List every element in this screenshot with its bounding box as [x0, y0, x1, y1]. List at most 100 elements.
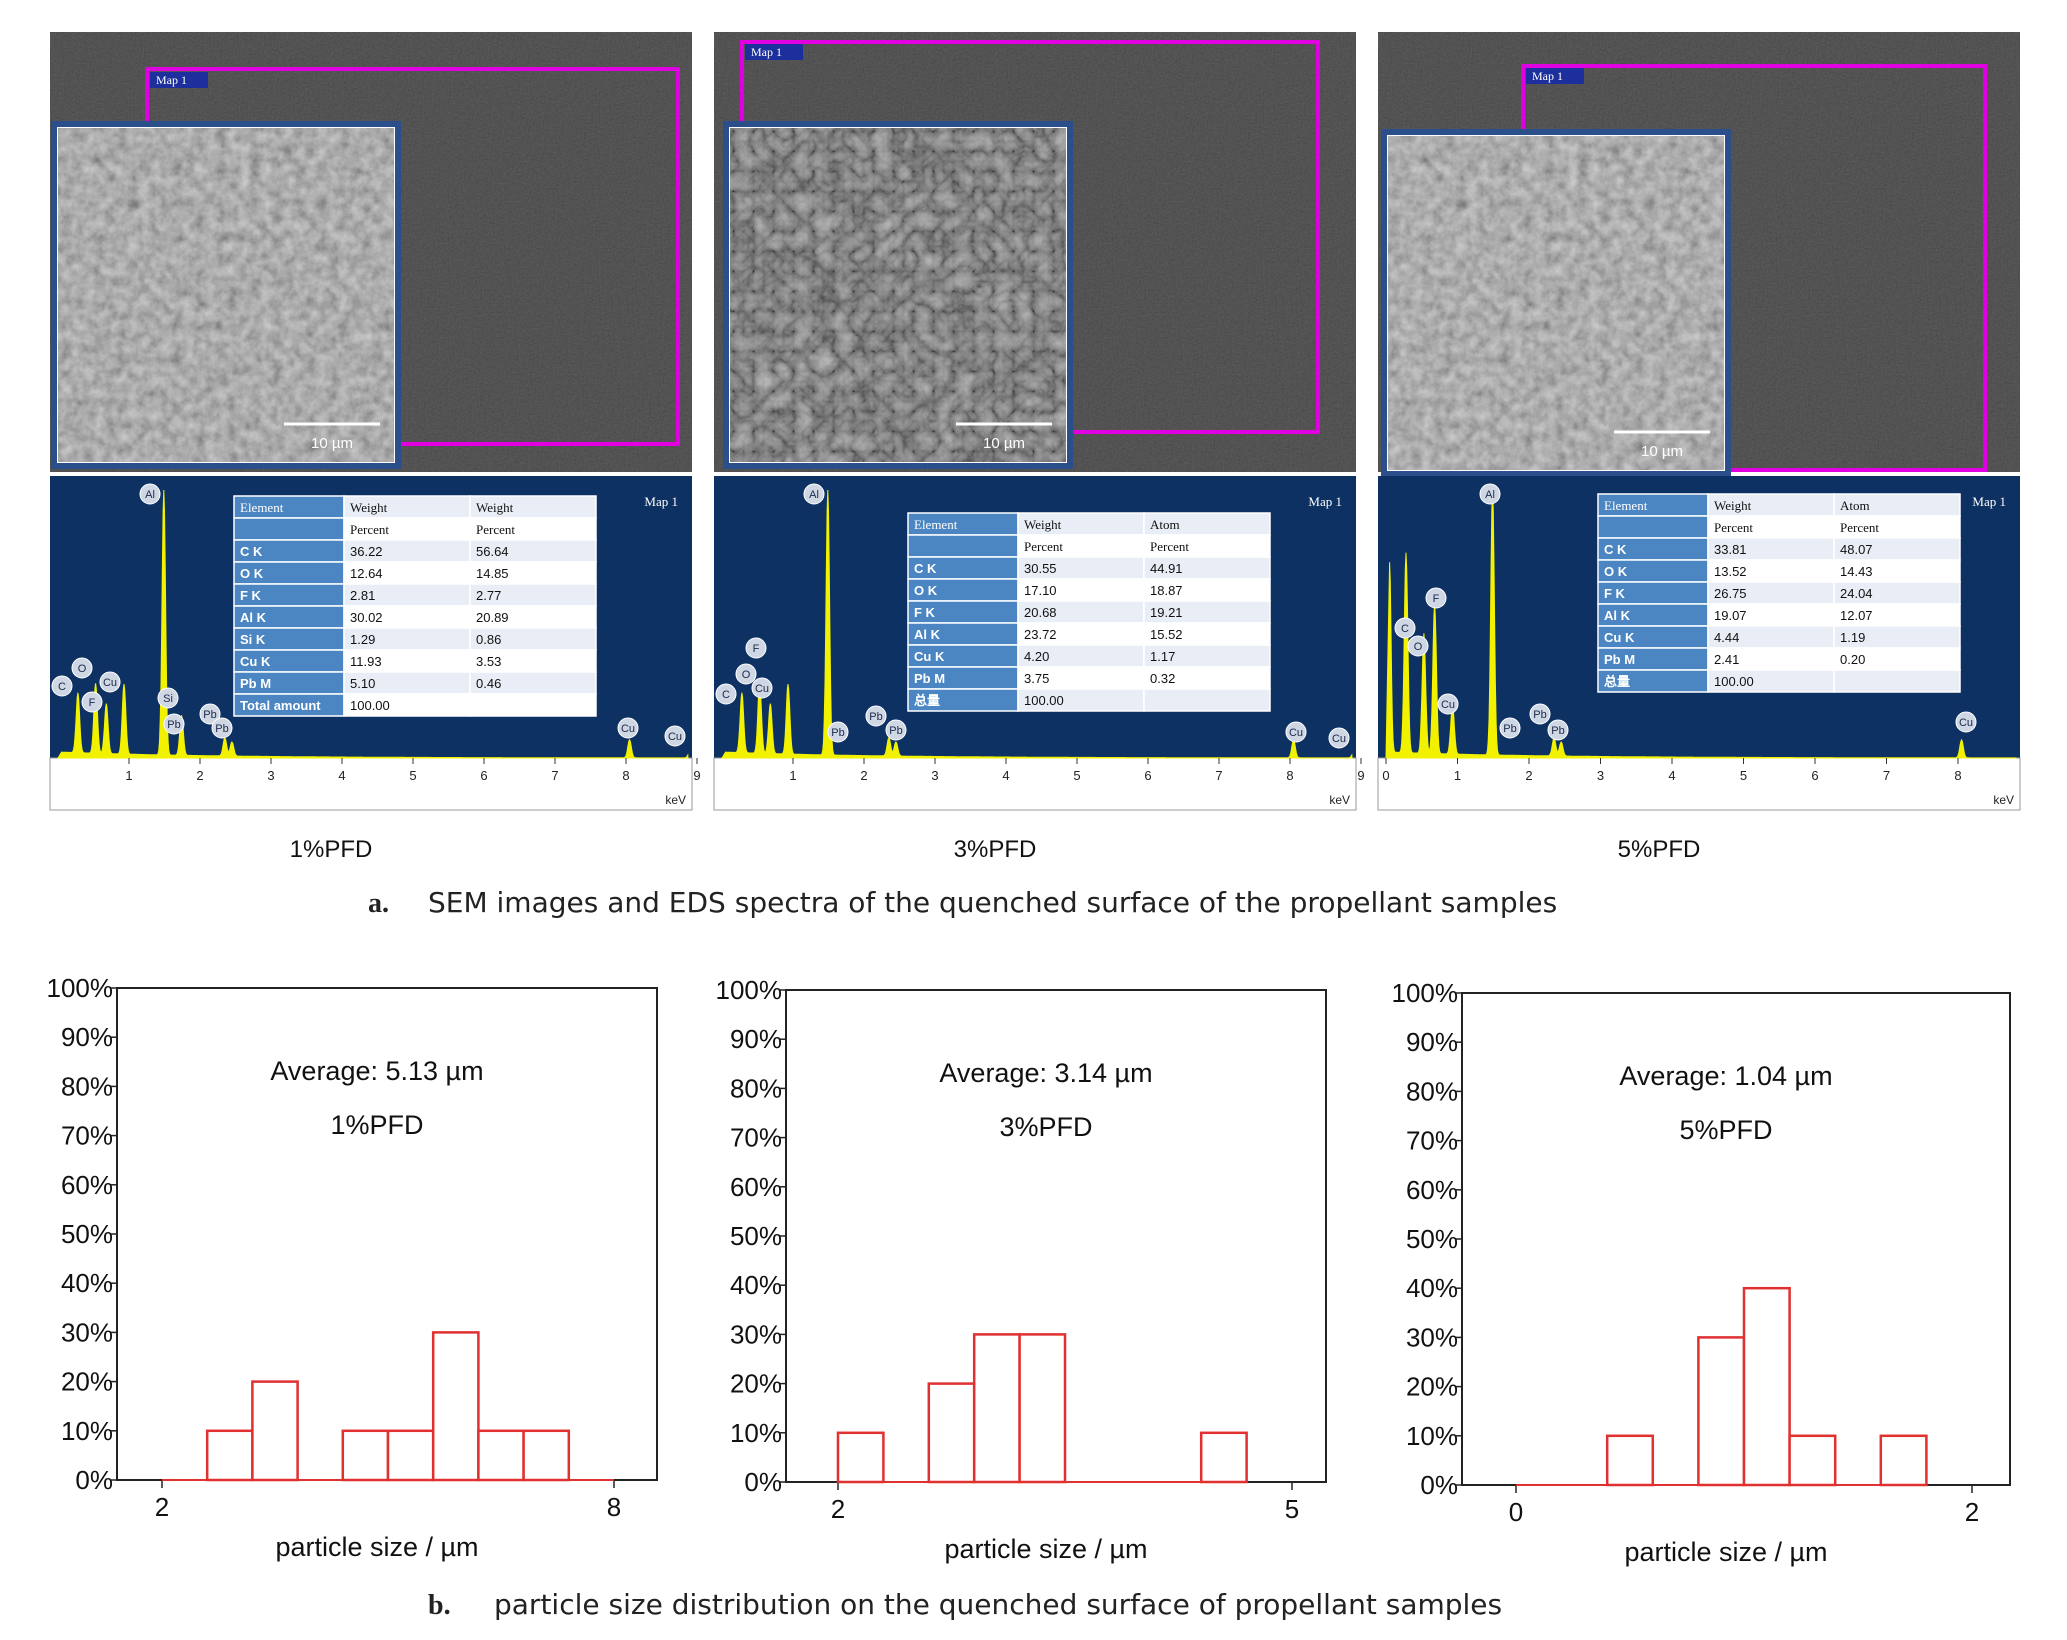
- peak-label-marker: [751, 677, 773, 699]
- histogram-frame: [116, 987, 658, 1481]
- table-cell-text: Si K: [240, 632, 266, 647]
- table-cell-text: 14.85: [476, 566, 509, 581]
- table-cell-text: 2.81: [350, 588, 375, 603]
- peak-label: F: [1425, 587, 1447, 609]
- peak-label-text: F: [89, 697, 96, 709]
- eds-tick-label: 2: [1525, 768, 1532, 783]
- eds-axis-unit: keV: [1329, 793, 1350, 807]
- peak-label-marker: [885, 719, 907, 741]
- peak-label-marker: [664, 725, 686, 747]
- caption-b-letter: b.: [428, 1590, 451, 1621]
- peak-label-marker: [51, 675, 73, 697]
- x-tick-label: 5: [1285, 1494, 1299, 1524]
- table-cell-text: Percent: [1024, 539, 1063, 554]
- table-cell-text: 48.07: [1840, 542, 1873, 557]
- peak-label-marker: [211, 717, 233, 739]
- eds-spectrum-3: Al CO F Cu Pb Pb Pb Cu 0 1 2 3 4 5 6 7 8 keV Map 1 Element W…: [1377, 476, 2021, 811]
- peak-label-text: O: [742, 669, 751, 681]
- y-tick-label: 30%: [730, 1319, 782, 1349]
- panel-label: 3%PFD: [954, 836, 1037, 863]
- peak-label: Si: [157, 687, 179, 709]
- table-cell-text: 11.93: [350, 654, 382, 669]
- inset-micrograph: [730, 128, 1066, 462]
- y-tick-label: 10%: [1406, 1421, 1458, 1451]
- table-cell-text: 44.91: [1150, 561, 1183, 576]
- eds-tick-label: 4: [338, 768, 345, 783]
- peak-label-marker: [71, 657, 93, 679]
- table-cell-text: 1.19: [1840, 630, 1865, 645]
- y-tick-label: 30%: [61, 1317, 113, 1347]
- peak-label-marker: [163, 713, 185, 735]
- table-cell-text: 总量: [1604, 674, 1630, 689]
- table-cell-text: O K: [914, 583, 938, 598]
- eds-tick-label: 5: [1740, 768, 1747, 783]
- histogram-bar: [927, 1382, 976, 1484]
- peak-label-marker: [199, 703, 221, 725]
- eds-tick-label: 8: [1954, 768, 1961, 783]
- y-tick-label: 80%: [61, 1071, 113, 1101]
- table-cell-text: 30.55: [1024, 561, 1057, 576]
- table-cell-text: Weight: [1024, 517, 1062, 532]
- table-cell-text: Cu K: [914, 649, 945, 664]
- caption-b: b. particle size distribution on the quen…: [428, 1588, 1502, 1621]
- peak-label: Cu: [1955, 711, 1977, 733]
- eds-tick-label: 3: [267, 768, 274, 783]
- table-cell-text: 100.00: [1024, 693, 1064, 708]
- table-cell-text: 15.52: [1150, 627, 1183, 642]
- table-cell-text: 20.68: [1024, 605, 1057, 620]
- map-label-bg: [150, 72, 208, 88]
- y-tick-label: 10%: [730, 1418, 782, 1448]
- peak-label: O: [735, 663, 757, 685]
- scale-bar-label: 10 µm: [311, 435, 353, 452]
- x-tick-label: 0: [1509, 1497, 1523, 1527]
- table-cell-text: Element: [1604, 498, 1648, 513]
- table-cell-text: 13.52: [1714, 564, 1747, 579]
- table-cell-text: 1.17: [1150, 649, 1175, 664]
- peak-label-text: C: [58, 681, 66, 693]
- eds-axis-unit: keV: [1993, 793, 2014, 807]
- eds-tick-label: 0: [1382, 768, 1389, 783]
- y-tick-label: 60%: [1406, 1175, 1458, 1205]
- table-cell-text: Total amount: [240, 698, 321, 713]
- x-tick-label: 2: [1965, 1497, 1979, 1527]
- eds-tick-label: 8: [1286, 768, 1293, 783]
- y-tick-label: 10%: [61, 1416, 113, 1446]
- eds-axis-strip: [713, 757, 1357, 811]
- composition-table: Element Weight Atom Percent Percent C K 30.55 4…: [907, 512, 1271, 712]
- eds-tick-label: 2: [196, 768, 203, 783]
- table-cell-text: 12.64: [350, 566, 383, 581]
- eds-axis-strip: [49, 757, 693, 811]
- table-cell-text: 14.43: [1840, 564, 1873, 579]
- table-cell-text: F K: [914, 605, 936, 620]
- peak-label: Cu: [617, 717, 639, 739]
- table-cell-text: Atom: [1150, 517, 1180, 532]
- table-cell-text: 19.21: [1150, 605, 1183, 620]
- eds-map-label: Map 1: [644, 494, 678, 509]
- histogram-bar: [1199, 1431, 1248, 1484]
- table-cell-text: Al K: [1604, 608, 1631, 623]
- eds-tick-label: 3: [1597, 768, 1604, 783]
- panel-label: 5%PFD: [1618, 836, 1701, 863]
- y-tick-label: 80%: [730, 1073, 782, 1103]
- peak-label-text: O: [1414, 641, 1423, 653]
- table-cell-text: 0.46: [476, 676, 501, 691]
- table-cell-text: 30.02: [350, 610, 383, 625]
- eds-tick-label: 2: [860, 768, 867, 783]
- peak-label: F: [745, 637, 767, 659]
- peak-label-text: Al: [1485, 489, 1495, 501]
- y-tick-label: 0%: [75, 1465, 113, 1495]
- peak-label: Pb: [885, 719, 907, 741]
- peak-label-text: O: [78, 663, 87, 675]
- peak-label-marker: [1529, 703, 1551, 725]
- peak-label-text: Cu: [1289, 727, 1303, 739]
- peak-label-text: Pb: [831, 727, 844, 739]
- table-cell-text: Percent: [1714, 520, 1753, 535]
- caption-a-letter: a.: [368, 888, 389, 919]
- y-tick-label: 90%: [1406, 1027, 1458, 1057]
- peak-label-text: F: [1433, 593, 1440, 605]
- y-tick-label: 70%: [1406, 1126, 1458, 1156]
- table-cell-text: Pb M: [240, 676, 271, 691]
- peak-label-marker: [1394, 617, 1416, 639]
- map-label: Map 1: [751, 45, 782, 59]
- peak-label: Al: [803, 483, 825, 505]
